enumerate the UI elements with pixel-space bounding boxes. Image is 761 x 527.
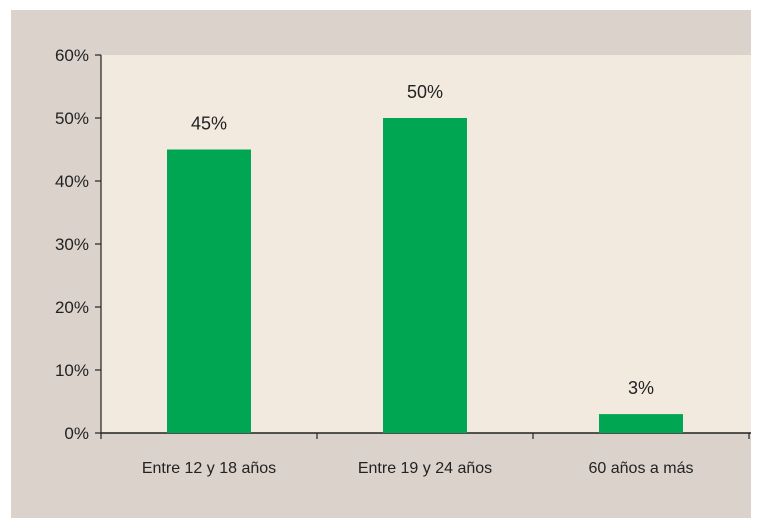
y-axis: 0% 10% 20% 30% 40% 50% 60% bbox=[55, 46, 102, 443]
y-tick-label: 30% bbox=[55, 235, 89, 254]
x-tick-label: Entre 12 y 18 años bbox=[142, 460, 276, 477]
y-tick-label: 60% bbox=[55, 46, 89, 65]
data-label: 50% bbox=[407, 82, 443, 102]
data-label: 3% bbox=[628, 378, 654, 398]
y-tick-label: 0% bbox=[64, 424, 89, 443]
data-labels: 45% 50% 3% bbox=[191, 82, 654, 398]
bar bbox=[167, 149, 251, 433]
y-tick-label: 50% bbox=[55, 109, 89, 128]
bar bbox=[383, 118, 467, 433]
chart-frame: 0% 10% 20% 30% 40% 50% 60% Entre 12 y 18 años E… bbox=[11, 10, 751, 518]
y-tick-label: 20% bbox=[55, 298, 89, 317]
x-tick-label: Entre 19 y 24 años bbox=[358, 460, 492, 477]
x-tick-label: 60 años a más bbox=[589, 460, 694, 477]
bars bbox=[167, 118, 683, 433]
bar-chart: 0% 10% 20% 30% 40% 50% 60% Entre 12 y 18 años E… bbox=[11, 10, 751, 518]
bar bbox=[599, 414, 683, 433]
data-label: 45% bbox=[191, 114, 227, 134]
y-tick-label: 10% bbox=[55, 361, 89, 380]
y-tick-label: 40% bbox=[55, 172, 89, 191]
